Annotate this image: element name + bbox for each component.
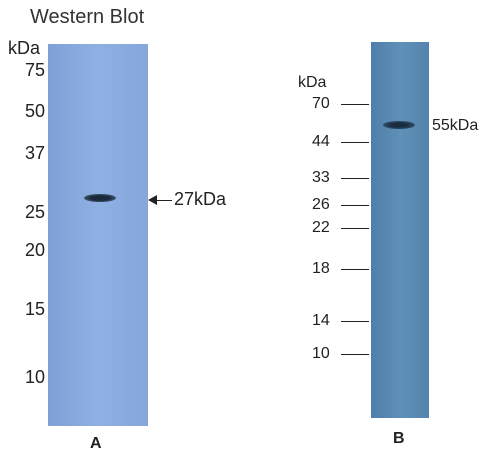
tick-b-22 — [341, 228, 369, 229]
arrow-left-icon — [148, 195, 157, 205]
marker-b-33: 33 — [312, 169, 330, 186]
marker-a-50: 50 — [25, 101, 46, 121]
marker-a-75: 75 — [25, 60, 46, 80]
marker-b-26: 26 — [312, 196, 330, 213]
marker-b-44: 44 — [312, 133, 330, 150]
marker-b-10: 10 — [312, 345, 330, 362]
marker-b-18: 18 — [312, 260, 330, 277]
lane-b — [371, 42, 429, 418]
figure-title: Western Blot — [30, 6, 145, 28]
marker-a-20: 20 — [25, 240, 46, 260]
tick-b-10 — [341, 354, 369, 355]
marker-b-70: 70 — [312, 95, 330, 112]
tick-b-33 — [341, 178, 369, 179]
band-label-b: 55kDa — [432, 117, 479, 134]
lane-a — [48, 44, 148, 426]
band-b — [383, 121, 415, 129]
tick-b-14 — [341, 321, 369, 322]
marker-a-25: 25 — [25, 202, 46, 222]
unit-label-a: kDa — [8, 38, 41, 58]
marker-a-15: 15 — [25, 299, 46, 319]
band-label-a: 27kDa — [174, 189, 227, 209]
tick-b-70 — [341, 104, 369, 105]
panel-label-b: B — [393, 430, 405, 447]
marker-b-22: 22 — [312, 219, 330, 236]
tick-b-18 — [341, 269, 369, 270]
arrow-line — [150, 200, 172, 201]
band-a — [84, 194, 116, 202]
unit-label-b: kDa — [298, 74, 327, 91]
panel-label-a: A — [90, 435, 102, 452]
tick-b-26 — [341, 205, 369, 206]
marker-a-37: 37 — [25, 143, 46, 163]
marker-a-10: 10 — [25, 367, 46, 387]
marker-b-14: 14 — [312, 312, 330, 329]
tick-b-44 — [341, 142, 369, 143]
